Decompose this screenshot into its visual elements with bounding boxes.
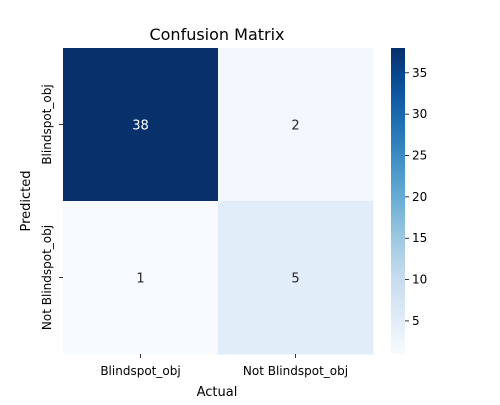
heatmap-cell <box>218 48 374 202</box>
x-axis-label: Actual <box>197 385 238 400</box>
y-axis-label: Predicted <box>19 170 34 231</box>
cell-value-label: 1 <box>136 272 144 287</box>
colorbar-tick-label: 10 <box>412 273 427 287</box>
y-tick-label: Blindspot_obj <box>40 84 54 164</box>
heatmap-cells <box>63 48 374 355</box>
x-tick-label: Blindspot_obj <box>100 364 180 378</box>
y-axis-ticks: Blindspot_obj Not Blindspot_obj <box>40 84 63 330</box>
heatmap-cell <box>63 48 219 202</box>
chart-title: Confusion Matrix <box>149 25 284 44</box>
cell-value-label: 5 <box>291 272 299 287</box>
colorbar-tick-label: 20 <box>412 190 427 204</box>
colorbar-ticks: 5 10 15 20 25 30 35 <box>405 66 427 328</box>
colorbar-tick-label: 5 <box>412 314 420 328</box>
heatmap-cell-labels: 38 2 1 5 <box>132 119 299 287</box>
colorbar <box>391 48 405 354</box>
y-tick-label: Not Blindspot_obj <box>40 225 54 330</box>
cell-value-label: 38 <box>132 119 149 134</box>
colorbar-tick-label: 30 <box>412 107 427 121</box>
colorbar-tick-label: 25 <box>412 149 427 163</box>
heatmap-cell <box>63 201 219 355</box>
cell-value-label: 2 <box>291 119 299 134</box>
x-axis-ticks: Blindspot_obj Not Blindspot_obj <box>100 354 348 378</box>
heatmap-cell <box>218 201 374 355</box>
colorbar-tick-label: 15 <box>412 231 427 245</box>
x-tick-label: Not Blindspot_obj <box>243 364 348 378</box>
colorbar-tick-label: 35 <box>412 66 427 80</box>
